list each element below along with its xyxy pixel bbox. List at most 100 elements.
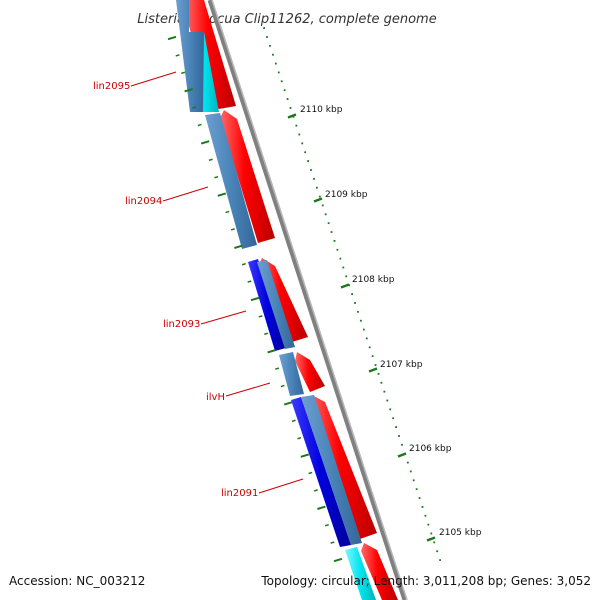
scale-dot (272, 53, 274, 56)
inner-tick (258, 315, 263, 318)
scale-dot (286, 98, 289, 100)
scale-dot (310, 169, 312, 171)
genome-summary-text: Topology: circular; Length: 3,011,208 bp… (260, 574, 591, 588)
scale-dot (298, 133, 301, 136)
inner-tick (234, 244, 243, 249)
scale-dot (392, 417, 395, 420)
scale-dot (383, 390, 386, 393)
scale-dot (327, 222, 330, 225)
cyan-feature (345, 547, 376, 600)
scale-dot (324, 213, 327, 216)
scale-dot (401, 443, 403, 446)
steelblue-feature (257, 260, 295, 349)
gene-label-lin2094[interactable]: lin2094 (125, 196, 162, 207)
scale-label: 2105 kbp (439, 528, 482, 538)
inner-tick (280, 384, 285, 388)
blue-feature (248, 259, 286, 351)
scale-dot (313, 177, 315, 180)
label-leader-line (162, 186, 209, 202)
scale-dot (351, 293, 353, 295)
backbone-ring (207, 0, 408, 600)
inner-tick (167, 35, 177, 41)
inner-tick (291, 419, 296, 423)
inner-tick (297, 436, 302, 440)
inner-tick (197, 123, 202, 127)
scale-dot (412, 479, 415, 482)
scale-dot (365, 337, 368, 340)
inner-tick (192, 106, 197, 109)
scale-label: 2106 kbp (409, 444, 452, 454)
forward-cds-arrow (220, 110, 275, 243)
outer-scale-ring (263, 27, 441, 561)
scale-major-tick (340, 283, 350, 289)
inner-tick (317, 505, 326, 510)
scale-dot (362, 328, 365, 331)
inner-tick (333, 557, 343, 563)
gene-label-lin2095[interactable]: lin2095 (93, 81, 130, 92)
scale-dot (295, 124, 298, 127)
scale-dot (354, 302, 356, 304)
label-leader-line (258, 478, 304, 494)
scale-dot (377, 373, 380, 375)
inner-tick (330, 541, 335, 544)
scale-dot (269, 44, 271, 47)
scale-dot (280, 80, 283, 83)
inner-tick (225, 210, 230, 214)
inner-tick (217, 192, 227, 197)
inner-tick (300, 453, 310, 458)
scale-dot (424, 514, 427, 517)
steelblue-feature (205, 113, 257, 249)
scale-dot (336, 248, 339, 251)
scale-dot (307, 160, 309, 162)
reverse-cds-track (176, 0, 376, 600)
scale-dot (345, 275, 348, 278)
scale-dot (357, 310, 359, 313)
accession-text: Accession: NC_003212 (9, 574, 145, 588)
gene-label-lin2091[interactable]: lin2091 (221, 488, 258, 499)
scale-dot (439, 559, 441, 561)
scale-dot (301, 142, 304, 145)
forward-cds-track (185, 0, 398, 600)
scale-dot (318, 195, 321, 198)
label-leader-line (130, 71, 177, 87)
gene-label-lin2093[interactable]: lin2093 (163, 319, 200, 330)
scale-dot (380, 381, 383, 384)
inner-tick (181, 71, 186, 75)
scale-dot (330, 231, 333, 233)
scale-labels: 2110 kbp 2109 kbp 2108 kbp 2107 kbp 2106… (300, 105, 482, 538)
scale-dot (339, 257, 342, 260)
scale-label: 2108 kbp (352, 275, 395, 285)
scale-dot (263, 27, 265, 29)
steelblue-feature (176, 0, 204, 112)
inner-tick (324, 523, 329, 527)
inner-tick-ring (167, 35, 343, 563)
inner-tick (175, 54, 180, 57)
scale-label: 2110 kbp (300, 105, 343, 115)
scale-major-tick (368, 367, 378, 373)
gene-label-ilvH[interactable]: ilvH (206, 392, 225, 403)
inner-tick (214, 175, 219, 179)
steelblue-feature (279, 352, 304, 396)
inner-tick (247, 280, 252, 283)
scale-dot (418, 497, 421, 499)
label-leader-line (225, 382, 271, 397)
inner-tick (241, 262, 246, 266)
scale-dot (427, 523, 430, 526)
scale-major-tick (313, 197, 323, 203)
inner-tick (184, 88, 193, 93)
scale-dot (433, 541, 436, 544)
inner-tick (250, 296, 260, 302)
inner-tick (230, 228, 235, 231)
scale-label: 2109 kbp (325, 190, 368, 200)
blue-feature (291, 397, 351, 547)
scale-dot (289, 107, 292, 109)
forward-cds-arrow (361, 543, 398, 600)
scale-dot (371, 355, 374, 358)
scale-dot (409, 470, 412, 473)
scale-dot (321, 204, 324, 207)
inner-tick (308, 471, 313, 475)
forward-cds-arrow (185, 0, 236, 109)
scale-dot (283, 89, 286, 92)
inner-tick (264, 332, 269, 336)
